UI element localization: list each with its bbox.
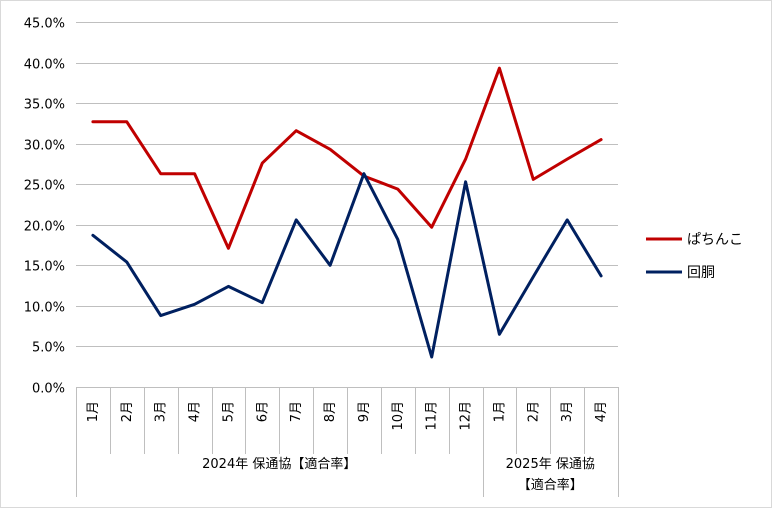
x-tick-label: 8月 xyxy=(323,401,338,422)
series-line xyxy=(91,172,603,359)
y-tick-label: 0.0% xyxy=(32,382,65,397)
y-tick-label: 40.0% xyxy=(24,58,65,73)
x-tick-label: 5月 xyxy=(221,401,236,422)
y-tick-label: 20.0% xyxy=(24,220,65,235)
gridlines xyxy=(76,22,618,388)
x-tick-label: 9月 xyxy=(357,401,372,422)
x-tick-label: 3月 xyxy=(154,401,169,422)
y-tick-label: 30.0% xyxy=(24,139,65,154)
x-tick-label: 11月 xyxy=(425,401,440,431)
x-group-label: 2025年 保通協【適合率】 xyxy=(506,457,595,493)
x-tick-label: 7月 xyxy=(289,401,304,422)
series-line xyxy=(91,66,603,250)
x-tick-label: 1月 xyxy=(86,401,101,422)
x-tick-label: 2月 xyxy=(120,401,135,422)
x-tick-label: 10月 xyxy=(391,401,406,431)
x-tick-label: 4月 xyxy=(594,401,609,422)
y-tick-label: 25.0% xyxy=(24,179,65,194)
y-tick-label: 10.0% xyxy=(24,301,65,316)
x-group-label-line: 【適合率】 xyxy=(518,477,583,493)
x-group-label-line: 2025年 保通協 xyxy=(506,457,595,472)
legend-label: 回胴 xyxy=(687,265,715,281)
y-tick-label: 45.0% xyxy=(24,17,65,32)
x-tick-label: 4月 xyxy=(188,401,203,422)
y-tick-label: 15.0% xyxy=(24,260,65,275)
y-tick-label: 5.0% xyxy=(32,341,65,356)
x-tick-label: 1月 xyxy=(492,401,507,422)
x-group-label: 2024年 保通協【適合率】 xyxy=(202,456,356,472)
x-tick-label: 3月 xyxy=(560,401,575,422)
y-tick-label: 35.0% xyxy=(24,98,65,113)
series-lines xyxy=(91,66,603,359)
x-axis: 1月 2月 3月 4月 5月 6月 7月 8月 9月 10月 11月 12月 1月 2月 3月 4月 2024年… xyxy=(76,387,619,497)
legend-label: ぱちんこ xyxy=(687,232,743,248)
y-axis-ticks: 0.0% 5.0% 10.0% 15.0% 20.0% 25.0% 30.0% 35.0% 40… xyxy=(24,17,65,397)
x-tick-label: 12月 xyxy=(459,401,474,431)
x-tick-label: 6月 xyxy=(255,401,270,422)
x-tick-label: 2月 xyxy=(526,401,541,422)
